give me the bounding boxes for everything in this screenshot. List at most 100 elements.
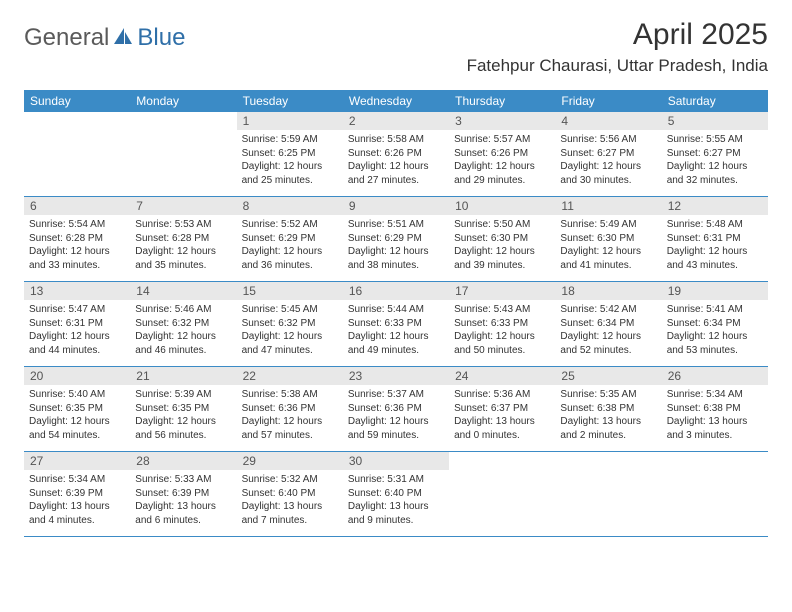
sunset-text: Sunset: 6:31 PM bbox=[667, 232, 763, 246]
day-body: Sunrise: 5:38 AMSunset: 6:36 PMDaylight:… bbox=[237, 385, 343, 446]
sunrise-text: Sunrise: 5:31 AM bbox=[348, 473, 444, 487]
sunrise-text: Sunrise: 5:48 AM bbox=[667, 218, 763, 232]
day-number: 24 bbox=[449, 367, 555, 385]
sunrise-text: Sunrise: 5:49 AM bbox=[560, 218, 656, 232]
logo: General Blue bbox=[24, 24, 185, 52]
daylight-text: Daylight: 13 hours and 4 minutes. bbox=[29, 500, 125, 527]
daylight-text: Daylight: 12 hours and 54 minutes. bbox=[29, 415, 125, 442]
day-body: Sunrise: 5:45 AMSunset: 6:32 PMDaylight:… bbox=[237, 300, 343, 361]
day-cell: 20Sunrise: 5:40 AMSunset: 6:35 PMDayligh… bbox=[24, 367, 130, 451]
day-number: 10 bbox=[449, 197, 555, 215]
sunrise-text: Sunrise: 5:40 AM bbox=[29, 388, 125, 402]
sunset-text: Sunset: 6:33 PM bbox=[454, 317, 550, 331]
day-cell: 10Sunrise: 5:50 AMSunset: 6:30 PMDayligh… bbox=[449, 197, 555, 281]
day-cell: 30Sunrise: 5:31 AMSunset: 6:40 PMDayligh… bbox=[343, 452, 449, 536]
daylight-text: Daylight: 12 hours and 38 minutes. bbox=[348, 245, 444, 272]
day-body: Sunrise: 5:35 AMSunset: 6:38 PMDaylight:… bbox=[555, 385, 661, 446]
empty-day-cell: . bbox=[24, 112, 130, 196]
day-cell: 23Sunrise: 5:37 AMSunset: 6:36 PMDayligh… bbox=[343, 367, 449, 451]
sunset-text: Sunset: 6:27 PM bbox=[560, 147, 656, 161]
daylight-text: Daylight: 13 hours and 3 minutes. bbox=[667, 415, 763, 442]
day-cell: 26Sunrise: 5:34 AMSunset: 6:38 PMDayligh… bbox=[662, 367, 768, 451]
sunrise-text: Sunrise: 5:39 AM bbox=[135, 388, 231, 402]
day-number: 29 bbox=[237, 452, 343, 470]
day-body: Sunrise: 5:57 AMSunset: 6:26 PMDaylight:… bbox=[449, 130, 555, 191]
daylight-text: Daylight: 13 hours and 9 minutes. bbox=[348, 500, 444, 527]
week-row: ..1Sunrise: 5:59 AMSunset: 6:25 PMDaylig… bbox=[24, 112, 768, 197]
day-number: 11 bbox=[555, 197, 661, 215]
day-body: Sunrise: 5:33 AMSunset: 6:39 PMDaylight:… bbox=[130, 470, 236, 531]
day-body: Sunrise: 5:42 AMSunset: 6:34 PMDaylight:… bbox=[555, 300, 661, 361]
sunrise-text: Sunrise: 5:59 AM bbox=[242, 133, 338, 147]
logo-text-blue: Blue bbox=[137, 24, 185, 52]
calendar-grid: Sunday Monday Tuesday Wednesday Thursday… bbox=[24, 90, 768, 537]
day-number: 25 bbox=[555, 367, 661, 385]
sunset-text: Sunset: 6:39 PM bbox=[29, 487, 125, 501]
daylight-text: Daylight: 13 hours and 2 minutes. bbox=[560, 415, 656, 442]
logo-sail-icon bbox=[112, 26, 134, 51]
day-cell: 21Sunrise: 5:39 AMSunset: 6:35 PMDayligh… bbox=[130, 367, 236, 451]
day-number: 14 bbox=[130, 282, 236, 300]
daylight-text: Daylight: 12 hours and 27 minutes. bbox=[348, 160, 444, 187]
sunrise-text: Sunrise: 5:55 AM bbox=[667, 133, 763, 147]
day-number: 13 bbox=[24, 282, 130, 300]
day-number: 20 bbox=[24, 367, 130, 385]
daylight-text: Daylight: 12 hours and 25 minutes. bbox=[242, 160, 338, 187]
sunset-text: Sunset: 6:38 PM bbox=[667, 402, 763, 416]
day-cell: 18Sunrise: 5:42 AMSunset: 6:34 PMDayligh… bbox=[555, 282, 661, 366]
day-body: Sunrise: 5:43 AMSunset: 6:33 PMDaylight:… bbox=[449, 300, 555, 361]
daylight-text: Daylight: 12 hours and 35 minutes. bbox=[135, 245, 231, 272]
day-body: Sunrise: 5:34 AMSunset: 6:38 PMDaylight:… bbox=[662, 385, 768, 446]
sunrise-text: Sunrise: 5:44 AM bbox=[348, 303, 444, 317]
sunset-text: Sunset: 6:40 PM bbox=[348, 487, 444, 501]
day-cell: 19Sunrise: 5:41 AMSunset: 6:34 PMDayligh… bbox=[662, 282, 768, 366]
daylight-text: Daylight: 12 hours and 52 minutes. bbox=[560, 330, 656, 357]
sunrise-text: Sunrise: 5:46 AM bbox=[135, 303, 231, 317]
daylight-text: Daylight: 12 hours and 56 minutes. bbox=[135, 415, 231, 442]
day-cell: 27Sunrise: 5:34 AMSunset: 6:39 PMDayligh… bbox=[24, 452, 130, 536]
daylight-text: Daylight: 12 hours and 47 minutes. bbox=[242, 330, 338, 357]
sunset-text: Sunset: 6:28 PM bbox=[29, 232, 125, 246]
day-number: 15 bbox=[237, 282, 343, 300]
daylight-text: Daylight: 13 hours and 6 minutes. bbox=[135, 500, 231, 527]
day-body: Sunrise: 5:59 AMSunset: 6:25 PMDaylight:… bbox=[237, 130, 343, 191]
day-number: 5 bbox=[662, 112, 768, 130]
day-number: 2 bbox=[343, 112, 449, 130]
daylight-text: Daylight: 12 hours and 29 minutes. bbox=[454, 160, 550, 187]
day-body: Sunrise: 5:58 AMSunset: 6:26 PMDaylight:… bbox=[343, 130, 449, 191]
day-body: Sunrise: 5:44 AMSunset: 6:33 PMDaylight:… bbox=[343, 300, 449, 361]
day-number: 23 bbox=[343, 367, 449, 385]
sunset-text: Sunset: 6:26 PM bbox=[454, 147, 550, 161]
day-number: 26 bbox=[662, 367, 768, 385]
empty-day-cell: . bbox=[555, 452, 661, 536]
day-body: Sunrise: 5:55 AMSunset: 6:27 PMDaylight:… bbox=[662, 130, 768, 191]
day-body: Sunrise: 5:31 AMSunset: 6:40 PMDaylight:… bbox=[343, 470, 449, 531]
day-cell: 1Sunrise: 5:59 AMSunset: 6:25 PMDaylight… bbox=[237, 112, 343, 196]
sunset-text: Sunset: 6:37 PM bbox=[454, 402, 550, 416]
day-body: Sunrise: 5:54 AMSunset: 6:28 PMDaylight:… bbox=[24, 215, 130, 276]
day-cell: 29Sunrise: 5:32 AMSunset: 6:40 PMDayligh… bbox=[237, 452, 343, 536]
day-cell: 2Sunrise: 5:58 AMSunset: 6:26 PMDaylight… bbox=[343, 112, 449, 196]
sunset-text: Sunset: 6:36 PM bbox=[242, 402, 338, 416]
day-body: Sunrise: 5:32 AMSunset: 6:40 PMDaylight:… bbox=[237, 470, 343, 531]
sunrise-text: Sunrise: 5:56 AM bbox=[560, 133, 656, 147]
daylight-text: Daylight: 12 hours and 32 minutes. bbox=[667, 160, 763, 187]
empty-day-cell: . bbox=[662, 452, 768, 536]
sunrise-text: Sunrise: 5:36 AM bbox=[454, 388, 550, 402]
day-number: 21 bbox=[130, 367, 236, 385]
weeks-container: ..1Sunrise: 5:59 AMSunset: 6:25 PMDaylig… bbox=[24, 112, 768, 537]
month-title: April 2025 bbox=[467, 18, 768, 52]
daylight-text: Daylight: 12 hours and 44 minutes. bbox=[29, 330, 125, 357]
page-header: General Blue April 2025 Fatehpur Chauras… bbox=[24, 18, 768, 76]
sunset-text: Sunset: 6:28 PM bbox=[135, 232, 231, 246]
day-cell: 16Sunrise: 5:44 AMSunset: 6:33 PMDayligh… bbox=[343, 282, 449, 366]
day-body: Sunrise: 5:40 AMSunset: 6:35 PMDaylight:… bbox=[24, 385, 130, 446]
day-number: 1 bbox=[237, 112, 343, 130]
daylight-text: Daylight: 12 hours and 36 minutes. bbox=[242, 245, 338, 272]
day-cell: 15Sunrise: 5:45 AMSunset: 6:32 PMDayligh… bbox=[237, 282, 343, 366]
day-cell: 11Sunrise: 5:49 AMSunset: 6:30 PMDayligh… bbox=[555, 197, 661, 281]
sunset-text: Sunset: 6:25 PM bbox=[242, 147, 338, 161]
day-header-thursday: Thursday bbox=[449, 90, 555, 112]
sunrise-text: Sunrise: 5:58 AM bbox=[348, 133, 444, 147]
sunrise-text: Sunrise: 5:41 AM bbox=[667, 303, 763, 317]
